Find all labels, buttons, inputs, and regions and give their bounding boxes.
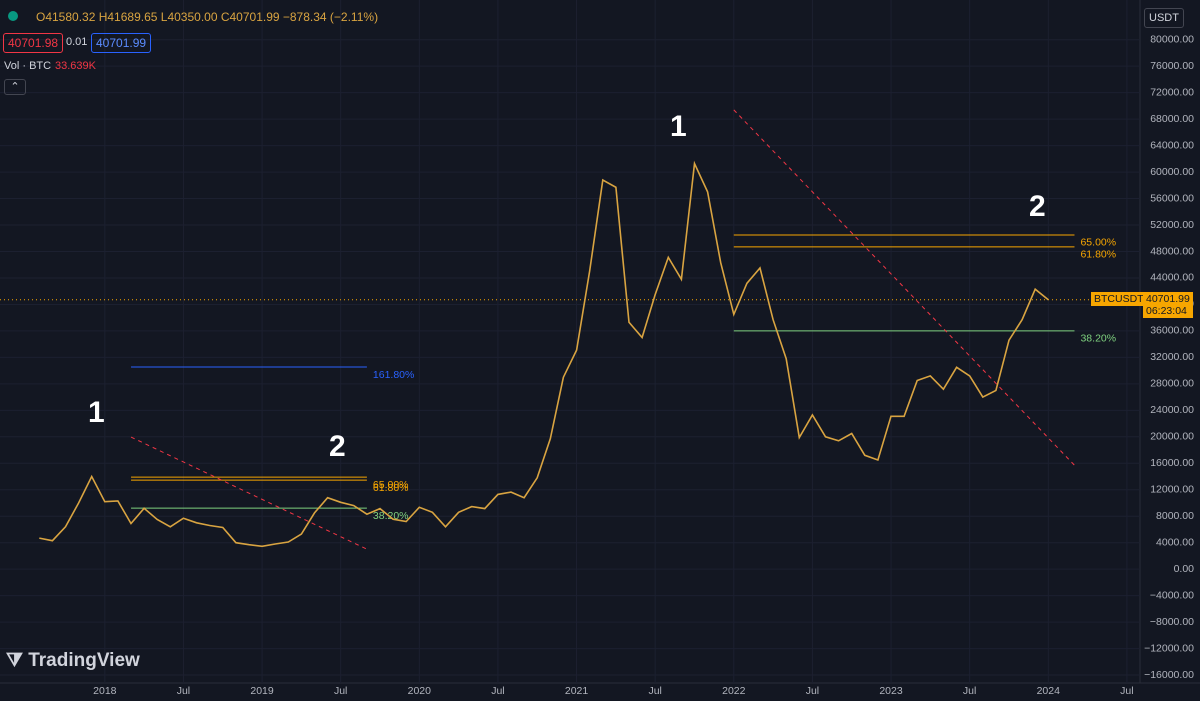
y-tick-label: −12000.00 [1144,642,1194,654]
trend-line [733,109,1075,466]
bid[interactable]: 40701.98 [3,33,64,53]
ohlc: O41580.32 H41689.65 L40350.00 C40701.99 … [36,10,379,24]
x-tick-label: 2022 [722,685,746,697]
last-price: 40701.99 [1146,293,1190,305]
y-tick-label: 0.00 [1174,563,1195,575]
status-dot [8,11,18,21]
y-tick-label: 28000.00 [1150,378,1194,390]
volume-label: Vol · BTC [4,60,52,72]
fib-label: 38.20% [373,510,409,522]
x-tick-label: Jul [491,685,504,697]
x-tick-label: 2019 [250,685,274,697]
y-tick-label: 20000.00 [1150,431,1194,443]
y-tick-label: −8000.00 [1150,616,1194,628]
y-tick-label: 60000.00 [1150,166,1194,178]
fib-label: 61.80% [1080,249,1116,261]
volume-value: 33.639K [55,60,96,72]
fib-label: 61.80% [373,482,409,494]
price-line [39,160,1049,548]
y-tick-label: 48000.00 [1150,245,1194,257]
fib-label: 161.80% [373,369,414,381]
symbol-tag: BTCUSDT [1091,292,1147,306]
x-tick-label: Jul [334,685,347,697]
y-tick-label: 72000.00 [1150,86,1194,98]
x-tick-label: Jul [1120,685,1133,697]
x-tick-label: Jul [177,685,190,697]
y-tick-label: 36000.00 [1150,325,1194,337]
y-tick-label: 8000.00 [1156,510,1194,522]
brand: ⧩ TradingView [6,650,140,671]
x-tick-label: 2020 [408,685,432,697]
x-tick-label: 2023 [879,685,903,697]
y-tick-label: 52000.00 [1150,219,1194,231]
fib-label: 38.20% [1080,333,1116,345]
y-tick-label: 24000.00 [1150,404,1194,416]
fib-label: 65.00% [373,479,409,491]
brand-text: TradingView [28,650,140,671]
currency[interactable]: USDT [1144,8,1184,28]
x-tick-label: 2024 [1037,685,1061,697]
x-tick-label: Jul [806,685,819,697]
y-tick-label: 4000.00 [1156,536,1194,548]
ask[interactable]: 40701.99 [91,33,152,53]
spread: 0.01 [66,36,88,48]
wave-label: 2 [1029,190,1046,223]
wave-label: 1 [670,110,687,143]
x-tick-label: 2018 [93,685,117,697]
wave-label: 1 [88,396,105,429]
y-tick-label: −4000.00 [1150,589,1194,601]
y-tick-label: 16000.00 [1150,457,1194,469]
x-tick-label: 2021 [565,685,589,697]
wave-label: 2 [329,430,346,463]
collapse-button[interactable]: ⌃ [4,79,26,95]
y-tick-label: 32000.00 [1150,351,1194,363]
y-tick-label: −16000.00 [1144,669,1194,681]
trend-line [130,436,368,550]
y-tick-label: 76000.00 [1150,60,1194,72]
fib-label: 65.00% [1080,237,1116,249]
y-tick-label: 68000.00 [1150,113,1194,125]
y-tick-label: 64000.00 [1150,139,1194,151]
x-tick-label: Jul [648,685,661,697]
y-tick-label: 80000.00 [1150,33,1194,45]
y-tick-label: 44000.00 [1150,272,1194,284]
y-tick-label: 56000.00 [1150,192,1194,204]
price-tag: 40701.99 06:23:04 [1143,292,1193,318]
countdown: 06:23:04 [1146,305,1187,317]
y-tick-label: 12000.00 [1150,484,1194,496]
x-tick-label: Jul [963,685,976,697]
